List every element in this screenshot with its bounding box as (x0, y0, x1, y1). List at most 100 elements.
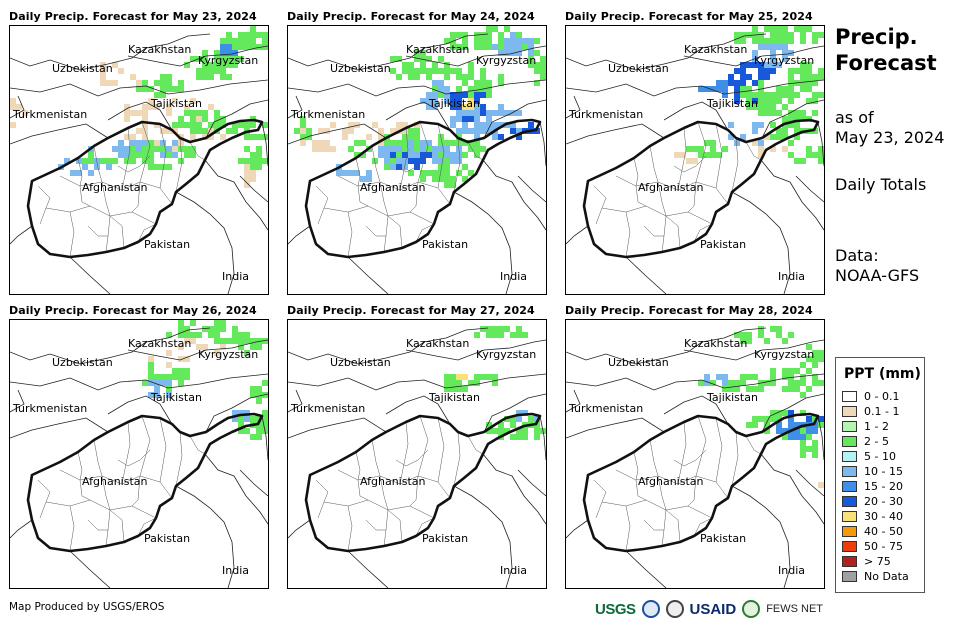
country-border (288, 389, 303, 413)
province-boundary (87, 225, 108, 237)
province-boundary (175, 431, 183, 487)
country-label-tajikistan: Tajikistan (150, 97, 202, 110)
province-boundary (387, 509, 403, 543)
country-label-india: India (500, 564, 527, 577)
country-label-tajikistan: Tajikistan (428, 391, 480, 404)
province-boundary (189, 435, 206, 455)
country-border (261, 121, 268, 167)
country-border (205, 99, 268, 139)
province-boundary (665, 215, 681, 249)
province-boundary (45, 499, 157, 519)
country-border (10, 79, 268, 97)
province-boundary (731, 137, 739, 193)
country-label-tajikistan: Tajikistan (706, 97, 758, 110)
province-boundary (715, 417, 723, 483)
province-boundary (395, 155, 429, 173)
country-label-afghanistan: Afghanistan (638, 475, 704, 488)
province-boundary (625, 211, 631, 258)
legend-label: 20 - 30 (864, 494, 903, 508)
precip-pixels (698, 326, 824, 488)
legend-title: PPT (mm) (844, 366, 921, 382)
country-border (69, 550, 111, 588)
country-label-turkmenistan: Turkmenistan (568, 108, 643, 121)
country-border (385, 395, 451, 425)
country-border (288, 33, 489, 71)
country-border (761, 99, 824, 139)
country-border (566, 123, 665, 145)
country-border (107, 395, 173, 425)
country-border (347, 550, 389, 588)
province-boundary (137, 223, 157, 243)
province-boundary (175, 137, 183, 193)
noaa-logo-icon (641, 600, 660, 618)
country-border (663, 395, 729, 425)
province-boundary (323, 499, 435, 519)
province-boundary (131, 121, 151, 213)
country-border (566, 389, 581, 413)
country-border (625, 550, 667, 588)
province-boundary (159, 417, 167, 483)
country-label-kyrgyzstan: Kyrgyzstan (476, 54, 536, 67)
legend-swatch (842, 495, 857, 507)
legend-swatch (842, 540, 857, 552)
legend-item: 2 - 5 (842, 434, 889, 448)
province-boundary (673, 155, 707, 173)
map-canvas: Kazakhstan Kyrgyzstan Uzbekistan Tajikistan… (10, 26, 268, 294)
usaid-logo: USAID (689, 600, 737, 618)
country-border (405, 339, 546, 361)
country-border (760, 453, 824, 525)
province-boundary (453, 431, 461, 487)
legend-swatch (842, 555, 857, 567)
as-of-label: as of (835, 108, 874, 127)
country-border (663, 101, 729, 131)
country-border (10, 33, 211, 71)
country-border (10, 389, 25, 413)
legend-item: 30 - 40 (842, 509, 903, 523)
country-border (239, 469, 268, 497)
province-boundary (365, 225, 386, 237)
country-border (566, 95, 581, 119)
province-boundary (693, 223, 713, 243)
country-border (261, 415, 268, 461)
province-boundary (593, 479, 607, 519)
province-boundary (415, 223, 435, 243)
country-border (288, 519, 311, 539)
province-boundary (347, 211, 353, 258)
country-label-kazakhstan: Kazakhstan (128, 43, 191, 56)
country-label-afghanistan: Afghanistan (82, 475, 148, 488)
country-label-india: India (778, 564, 805, 577)
data-source-label: Data: (835, 246, 879, 265)
forecast-panel-may23: Daily Precip. Forecast for May 23, 2024 … (9, 10, 269, 300)
country-border (10, 225, 33, 245)
country-label-afghanistan: Afghanistan (360, 181, 426, 194)
country-border (107, 101, 173, 131)
forecast-map: Kazakhstan Kyrgyzstan Uzbekistan Tajikistan… (9, 319, 269, 589)
panel-title: Daily Precip. Forecast for May 26, 2024 (9, 304, 257, 317)
legend-swatch (842, 525, 857, 537)
province-boundary (453, 137, 461, 193)
forecast-panel-may26: Daily Precip. Forecast for May 26, 2024 … (9, 304, 269, 594)
country-label-uzbekistan: Uzbekistan (330, 356, 391, 369)
country-label-uzbekistan: Uzbekistan (608, 62, 669, 75)
legend-label: 10 - 15 (864, 464, 903, 478)
country-border (175, 191, 235, 294)
province-boundary (137, 517, 157, 537)
country-label-tajikistan: Tajikistan (150, 391, 202, 404)
country-border (625, 256, 667, 294)
legend-item: 40 - 50 (842, 524, 903, 538)
legend-swatch (842, 435, 857, 447)
legend-label: 30 - 40 (864, 509, 903, 523)
legend-label: 1 - 2 (864, 419, 889, 433)
panel-title: Daily Precip. Forecast for May 25, 2024 (565, 10, 813, 23)
province-boundary (315, 185, 329, 225)
country-border (127, 45, 268, 67)
legend-label: 2 - 5 (864, 434, 889, 448)
province-boundary (745, 435, 762, 455)
country-label-kazakhstan: Kazakhstan (684, 43, 747, 56)
province-boundary (189, 141, 206, 161)
country-border (288, 79, 546, 97)
country-border (566, 327, 767, 365)
country-label-turkmenistan: Turkmenistan (12, 108, 87, 121)
country-border (288, 417, 387, 439)
